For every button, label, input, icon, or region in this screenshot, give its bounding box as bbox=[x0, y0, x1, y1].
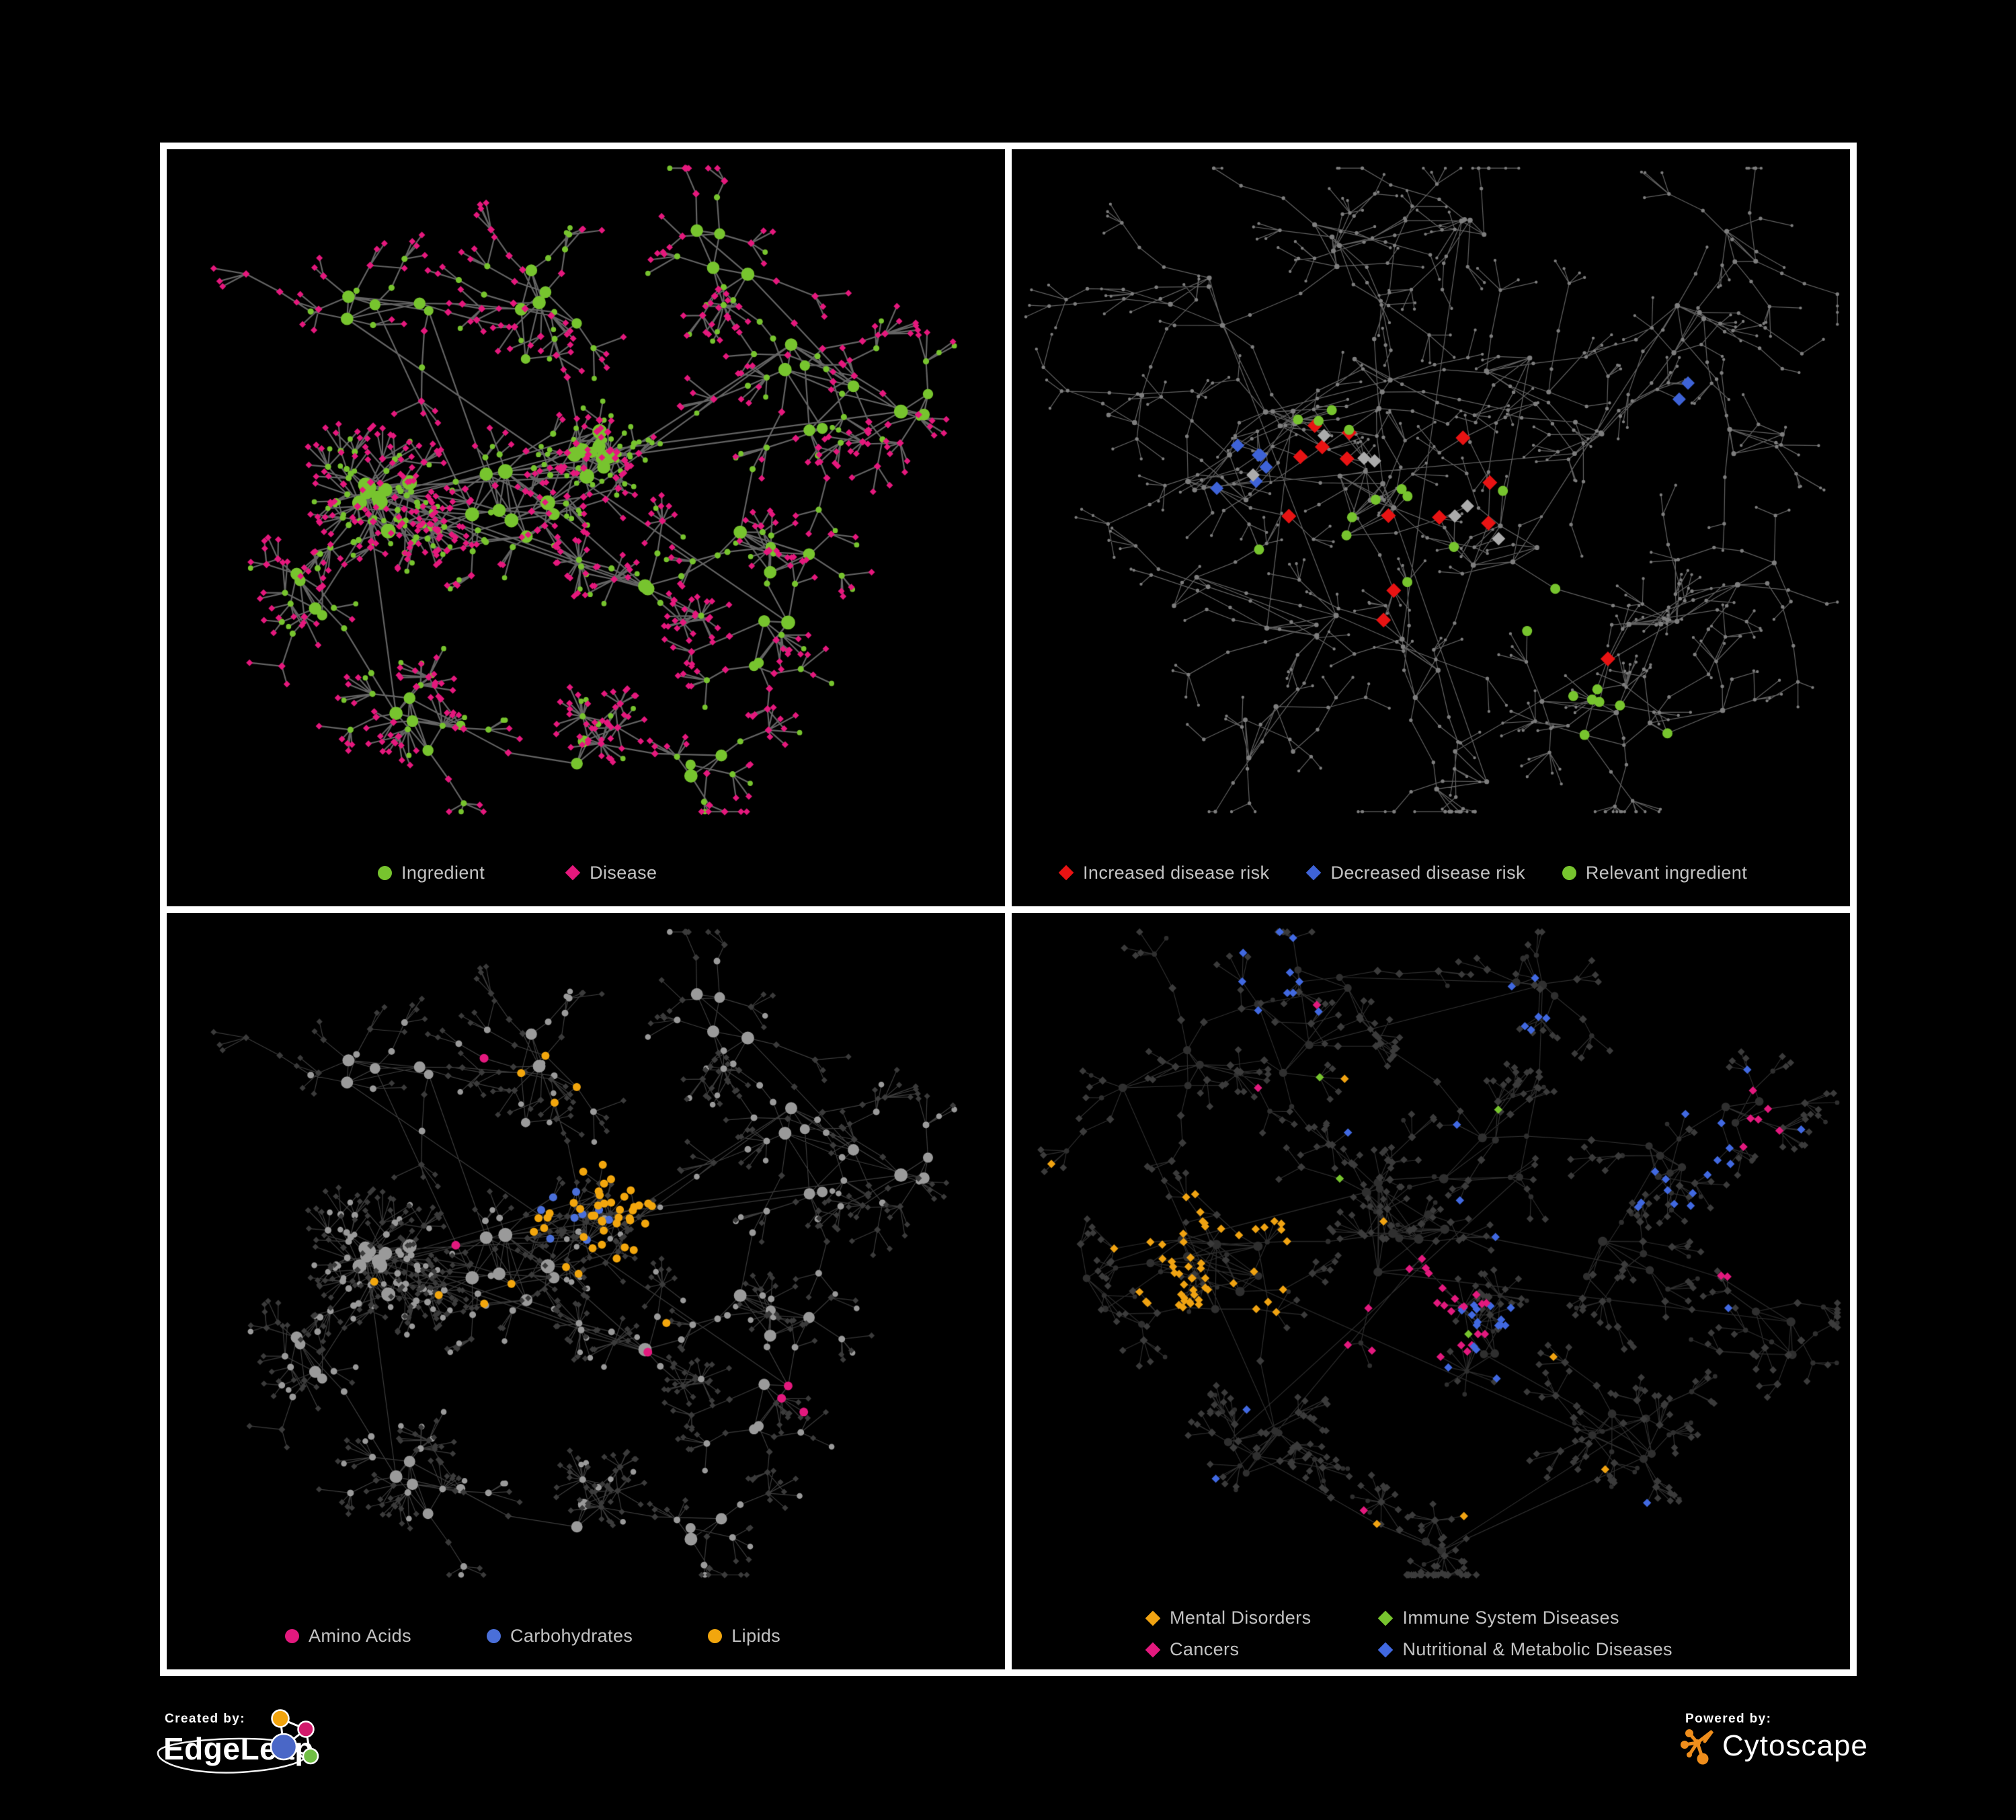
legend-diamond-marker bbox=[1145, 1642, 1161, 1657]
legend-item: Relevant ingredient bbox=[1562, 863, 1747, 883]
legend-circle-marker bbox=[378, 865, 392, 880]
legend-item: Amino Acids bbox=[285, 1626, 411, 1647]
legend-label: Ingredient bbox=[401, 862, 485, 883]
created-by-label: Created by: bbox=[165, 1712, 245, 1726]
legend-diamond-marker bbox=[1058, 865, 1074, 881]
disease-risk-network-canvas bbox=[1012, 149, 1850, 906]
legend-diamond-marker bbox=[1378, 1642, 1394, 1657]
edgeleap-logo-icon bbox=[157, 1709, 319, 1774]
legend-label: Nutritional & Metabolic Diseases bbox=[1402, 1639, 1672, 1659]
figure-frame: Ingredient Disease Increased disease risk… bbox=[160, 143, 1857, 1676]
legend-item: Mental Disorders bbox=[1145, 1608, 1311, 1628]
legend-label: Immune System Diseases bbox=[1402, 1608, 1619, 1628]
legend-item: Disease bbox=[565, 863, 657, 883]
powered-by-label: Powered by: bbox=[1685, 1712, 1772, 1726]
legend-item: Increased disease risk bbox=[1058, 862, 1270, 883]
panel-legend: Increased disease risk Decreased disease … bbox=[1058, 862, 1747, 883]
legend-diamond-marker bbox=[1378, 1610, 1394, 1626]
legend-label: Decreased disease risk bbox=[1330, 862, 1525, 883]
legend-item: Lipids bbox=[708, 1626, 780, 1647]
legend-label: Lipids bbox=[731, 1626, 781, 1646]
legend-item: Ingredient bbox=[378, 863, 485, 883]
legend-label: Increased disease risk bbox=[1083, 862, 1270, 883]
legend-circle-marker bbox=[1562, 865, 1576, 880]
legend-label: Disease bbox=[590, 862, 657, 883]
ingredient-disease-network-canvas bbox=[167, 149, 1005, 906]
disease-categories-network-canvas bbox=[1012, 912, 1850, 1669]
cytoscape-logo-icon bbox=[1681, 1729, 1714, 1765]
nutrient-classes-network-canvas bbox=[167, 912, 1005, 1669]
panel-legend: Ingredient Disease bbox=[378, 863, 657, 883]
legend-item: Decreased disease risk bbox=[1306, 863, 1525, 883]
legend-label: Mental Disorders bbox=[1170, 1608, 1312, 1628]
cytoscape-wordmark: Cytoscape bbox=[1722, 1729, 1868, 1762]
legend-item: Immune System Diseases bbox=[1378, 1608, 1672, 1628]
legend-item: Carbohydrates bbox=[486, 1626, 633, 1647]
legend-circle-marker bbox=[285, 1629, 299, 1643]
legend-label: Amino Acids bbox=[309, 1626, 411, 1646]
legend-diamond-marker bbox=[565, 865, 581, 881]
legend-circle-marker bbox=[486, 1629, 501, 1643]
legend-label: Relevant ingredient bbox=[1585, 862, 1748, 883]
legend-item: Nutritional & Metabolic Diseases bbox=[1378, 1639, 1672, 1660]
panel-nutrient-classes: Amino Acids Carbohydrates Lipids bbox=[167, 912, 1005, 1669]
panel-disease-categories: Mental Disorders Immune System Diseases Ca… bbox=[1012, 912, 1850, 1669]
panel-legend: Amino Acids Carbohydrates Lipids bbox=[285, 1626, 780, 1647]
legend-label: Carbohydrates bbox=[510, 1626, 633, 1646]
legend-item: Cancers bbox=[1145, 1639, 1311, 1660]
panel-legend: Mental Disorders Immune System Diseases Ca… bbox=[1145, 1608, 1672, 1660]
legend-diamond-marker bbox=[1145, 1610, 1161, 1626]
legend-label: Cancers bbox=[1170, 1639, 1240, 1659]
panel-disease-risk: Increased disease risk Decreased disease … bbox=[1012, 149, 1850, 906]
panel-ingredient-disease: Ingredient Disease bbox=[167, 149, 1005, 906]
legend-circle-marker bbox=[708, 1629, 723, 1643]
legend-diamond-marker bbox=[1306, 865, 1322, 881]
